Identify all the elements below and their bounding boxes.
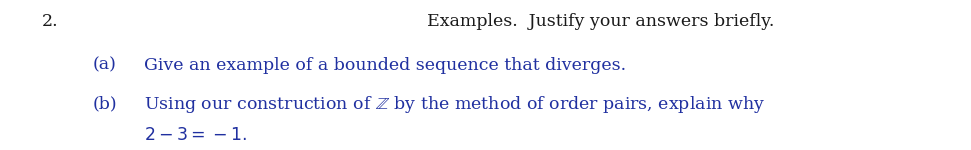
- Text: $2 - 3 = -1.$: $2 - 3 = -1.$: [144, 127, 247, 144]
- Text: (a): (a): [92, 57, 117, 74]
- Text: 2.: 2.: [42, 13, 58, 30]
- Text: Examples.  Justify your answers briefly.: Examples. Justify your answers briefly.: [427, 13, 775, 30]
- Text: Using our construction of $\mathbb{Z}$ by the method of order pairs, explain why: Using our construction of $\mathbb{Z}$ b…: [144, 94, 765, 115]
- Text: (b): (b): [92, 96, 117, 113]
- Text: Give an example of a bounded sequence that diverges.: Give an example of a bounded sequence th…: [144, 57, 626, 74]
